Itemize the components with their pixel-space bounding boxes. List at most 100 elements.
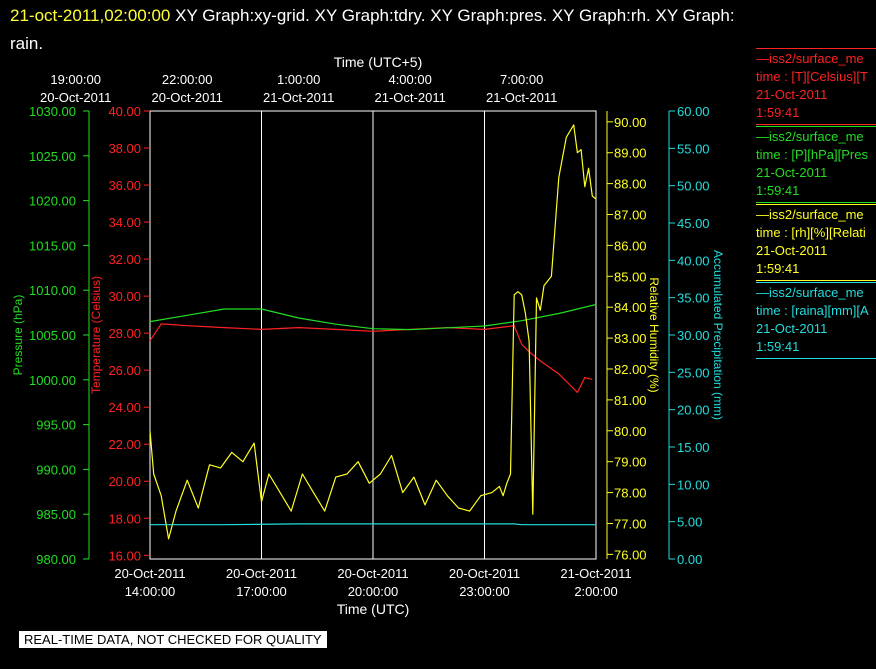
x-tick-label-date: 20-Oct-2011 (337, 566, 408, 581)
legend-entry-pressure[interactable]: —iss2/surface_me time : [P][hPa][Pres 21… (756, 126, 876, 203)
series-line-precip (150, 523, 596, 526)
y-tick-label-precip: 30.00 (677, 328, 710, 343)
y-tick-label-temperature: 38.00 (108, 141, 141, 156)
x-tick-label-time: 20:00:00 (348, 584, 399, 599)
top-tick-label-date: 20-Oct-2011 (40, 90, 111, 105)
legend-series-units: time : [P][hPa][Pres (756, 147, 868, 162)
legend-series-time: 1:59:41 (756, 183, 800, 198)
top-tick-label-time: 19:00:00 (50, 72, 101, 87)
x-tick-label-time: 2:00:00 (574, 584, 617, 599)
y-tick-label-humidity: 80.00 (614, 424, 647, 439)
y-tick-label-humidity: 78.00 (614, 486, 647, 501)
series-line-temperature (149, 323, 593, 393)
legend-entry-temperature[interactable]: —iss2/surface_me time : [T][Celsius][T 2… (756, 48, 876, 125)
y-tick-label-pressure: 1000.00 (29, 373, 76, 388)
y-tick-label-temperature: 36.00 (108, 178, 141, 193)
legend: —iss2/surface_me time : [T][Celsius][T 2… (756, 48, 876, 360)
y-tick-label-precip: 5.00 (677, 515, 702, 530)
y-tick-label-pressure: 985.00 (36, 507, 76, 522)
y-tick-label-temperature: 40.00 (108, 104, 141, 119)
y-tick-label-humidity: 76.00 (614, 547, 647, 562)
top-tick-label-time: 1:00:00 (277, 72, 320, 87)
y-tick-label-precip: 55.00 (677, 141, 710, 156)
x-tick-label-time: 23:00:00 (459, 584, 510, 599)
graph-title-tdry[interactable]: XY Graph:tdry. (314, 6, 426, 25)
legend-series-units: time : [T][Celsius][T (756, 69, 868, 84)
graph-title-xy-grid[interactable]: XY Graph:xy-grid. (175, 6, 310, 25)
y-tick-label-humidity: 83.00 (614, 331, 647, 346)
y-tick-label-pressure: 990.00 (36, 462, 76, 477)
y-tick-label-humidity: 82.00 (614, 362, 647, 377)
y-tick-label-temperature: 24.00 (108, 400, 141, 415)
x-tick-label-time: 14:00:00 (125, 584, 176, 599)
y-tick-label-temperature: 20.00 (108, 474, 141, 489)
y-axis-title-humidity: Relative Humidity (%) (647, 277, 661, 392)
legend-series-units: time : [rh][%][Relati (756, 225, 866, 240)
y-tick-label-precip: 15.00 (677, 440, 710, 455)
graph-title-rain-cont[interactable]: rain. (10, 34, 44, 53)
y-tick-label-humidity: 87.00 (614, 208, 647, 223)
y-tick-label-pressure: 980.00 (36, 552, 76, 567)
y-tick-label-temperature: 34.00 (108, 215, 141, 230)
graph-title-rh[interactable]: XY Graph:rh. (551, 6, 651, 25)
y-tick-label-temperature: 16.00 (108, 548, 141, 563)
y-tick-label-pressure: 1015.00 (29, 238, 76, 253)
x-axis-title-top: Time (UTC+5) (334, 54, 423, 70)
legend-series-name: —iss2/surface_me (756, 51, 864, 66)
x-axis-title-bottom: Time (UTC) (337, 601, 410, 617)
x-tick-label-date: 20-Oct-2011 (114, 566, 185, 581)
y-tick-label-humidity: 88.00 (614, 177, 647, 192)
x-tick-label-date: 20-Oct-2011 (449, 566, 520, 581)
y-tick-label-temperature: 26.00 (108, 363, 141, 378)
y-tick-label-precip: 35.00 (677, 291, 710, 306)
series-line-humidity (149, 124, 597, 540)
top-tick-label-date: 21-Oct-2011 (486, 90, 557, 105)
legend-entry-humidity[interactable]: —iss2/surface_me time : [rh][%][Relati 2… (756, 204, 876, 281)
y-tick-label-temperature: 32.00 (108, 252, 141, 267)
y-tick-label-humidity: 79.00 (614, 455, 647, 470)
y-tick-label-pressure: 995.00 (36, 418, 76, 433)
series-line-pressure (149, 303, 597, 331)
y-tick-label-precip: 10.00 (677, 477, 710, 492)
legend-series-date: 21-Oct-2011 (756, 165, 828, 180)
y-tick-label-precip: 60.00 (677, 104, 710, 119)
legend-series-date: 21-Oct-2011 (756, 321, 828, 336)
y-tick-label-precip: 0.00 (677, 552, 702, 567)
y-axis-title-temperature: Temperature (Celsius) (89, 276, 103, 394)
y-axis-title-precip: Accumulated Precipitation (mm) (711, 250, 725, 420)
y-tick-label-pressure: 1005.00 (29, 328, 76, 343)
top-tick-label-time: 7:00:00 (500, 72, 543, 87)
quality-notice: REAL-TIME DATA, NOT CHECKED FOR QUALITY (19, 631, 327, 648)
y-tick-label-precip: 45.00 (677, 216, 710, 231)
y-tick-label-temperature: 28.00 (108, 326, 141, 341)
legend-series-units: time : [raina][mm][A (756, 303, 869, 318)
graph-title-pres[interactable]: XY Graph:pres. (430, 6, 548, 25)
legend-series-time: 1:59:41 (756, 339, 800, 354)
y-tick-label-pressure: 1030.00 (29, 104, 76, 119)
legend-series-date: 21-Oct-2011 (756, 243, 828, 258)
y-tick-label-temperature: 18.00 (108, 511, 141, 526)
legend-series-time: 1:59:41 (756, 105, 800, 120)
legend-series-name: —iss2/surface_me (756, 207, 864, 222)
y-tick-label-temperature: 22.00 (108, 437, 141, 452)
y-tick-label-humidity: 86.00 (614, 238, 647, 253)
y-tick-label-humidity: 85.00 (614, 269, 647, 284)
y-tick-label-humidity: 77.00 (614, 516, 647, 531)
legend-series-name: —iss2/surface_me (756, 285, 864, 300)
legend-series-time: 1:59:41 (756, 261, 800, 276)
legend-series-date: 21-Oct-2011 (756, 87, 828, 102)
y-tick-label-humidity: 81.00 (614, 393, 647, 408)
x-tick-label-time: 17:00:00 (236, 584, 287, 599)
top-tick-label-date: 20-Oct-2011 (152, 90, 223, 105)
y-tick-label-precip: 25.00 (677, 365, 710, 380)
y-tick-label-pressure: 1020.00 (29, 194, 76, 209)
top-tick-label-time: 4:00:00 (388, 72, 431, 87)
legend-entry-precip[interactable]: —iss2/surface_me time : [raina][mm][A 21… (756, 282, 876, 359)
y-tick-label-pressure: 1025.00 (29, 149, 76, 164)
graph-title-rain[interactable]: XY Graph: (655, 6, 735, 25)
y-tick-label-pressure: 1010.00 (29, 283, 76, 298)
x-tick-label-date: 20-Oct-2011 (226, 566, 297, 581)
y-tick-label-humidity: 90.00 (614, 115, 647, 130)
y-tick-label-precip: 50.00 (677, 179, 710, 194)
